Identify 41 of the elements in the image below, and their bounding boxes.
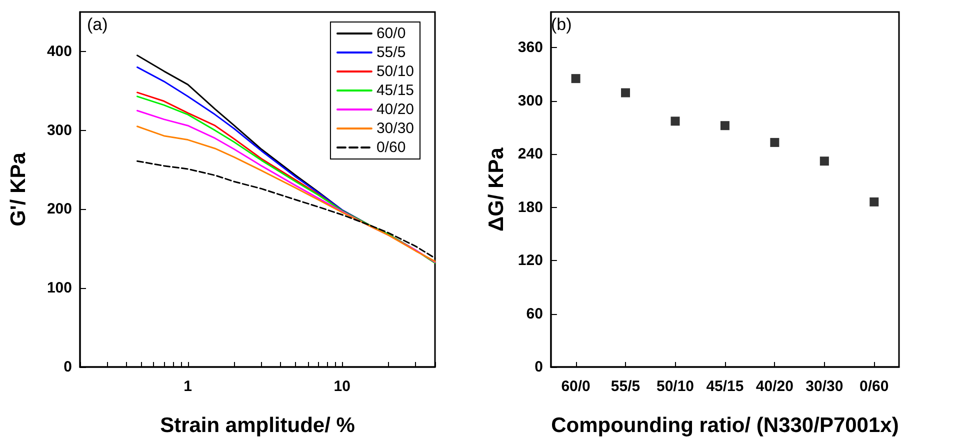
y-tick-label: 100 — [46, 280, 72, 297]
point — [820, 156, 829, 166]
y-axis-title: ΔG/ KPa — [485, 147, 508, 232]
y-tick-label: 400 — [46, 42, 72, 60]
annotation: (b) — [551, 15, 572, 34]
y-tick-label: 240 — [518, 146, 543, 162]
legend-label: 0/60 — [376, 139, 406, 156]
y-tick-label: 0 — [534, 358, 543, 376]
point — [720, 121, 730, 130]
x-axis-title: Strain amplitude/ % — [160, 414, 356, 437]
point — [670, 116, 680, 126]
y-tick-label: 60 — [526, 305, 543, 322]
y-tick-label: 0 — [64, 358, 72, 376]
y-tick-label: 300 — [518, 92, 543, 110]
y-tick-label: 360 — [518, 39, 543, 56]
y-tick-label: 120 — [518, 252, 543, 269]
point — [621, 88, 630, 98]
x-axis-title: Compounding ratio/ (N330/P7001x) — [551, 414, 899, 437]
x-tick-label: 60/0 — [561, 378, 590, 395]
x-tick-label: 1 — [184, 378, 192, 395]
x-tick-label: 50/10 — [656, 378, 694, 395]
point — [571, 74, 580, 84]
x-tick-label: 45/15 — [706, 378, 744, 395]
legend-label: 40/20 — [376, 101, 414, 118]
point — [870, 197, 879, 206]
legend-label: 30/30 — [376, 120, 414, 137]
legend-label: 50/10 — [376, 63, 414, 80]
annotation: (a) — [87, 15, 108, 34]
y-axis-title: G'/ KPa — [7, 152, 30, 226]
y-tick-label: 300 — [46, 122, 72, 139]
x-tick-label: 30/30 — [806, 378, 844, 395]
point — [770, 138, 780, 147]
y-tick-label: 200 — [46, 200, 72, 218]
x-tick-label: 55/5 — [610, 378, 640, 395]
x-tick-label: 40/20 — [756, 378, 794, 395]
legend-label: 45/15 — [376, 82, 414, 99]
y-tick-label: 180 — [518, 198, 543, 216]
legend-label: 55/5 — [376, 44, 406, 61]
x-tick-label: 10 — [334, 378, 350, 395]
legend-label: 60/0 — [376, 25, 406, 42]
x-tick-label: 0/60 — [860, 378, 889, 395]
